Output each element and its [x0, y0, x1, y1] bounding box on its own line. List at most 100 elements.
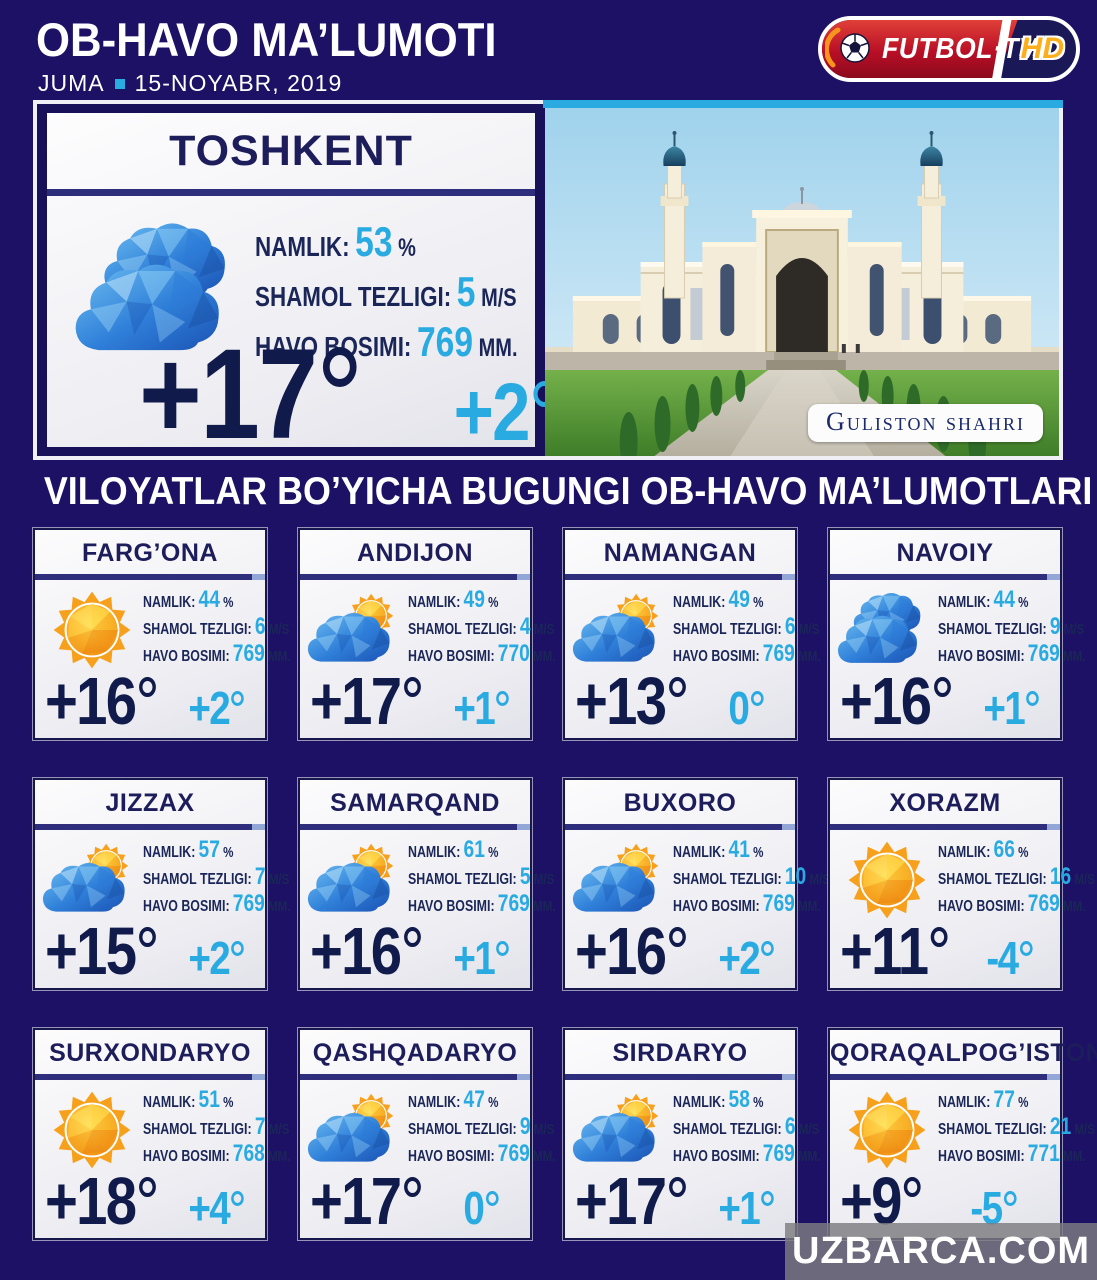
wind-unit: M/S — [268, 1122, 290, 1138]
weather-stats: NAMLIK: 77 % SHAMOL TEZLIGI: 21 M/S HAVO… — [938, 1088, 1097, 1166]
page-title: OB-HAVO MA’LUMOTI — [36, 13, 497, 66]
weather-icon — [835, 840, 939, 920]
humidity-row: NAMLIK: 49 % — [408, 588, 556, 612]
humidity-unit: % — [1018, 845, 1029, 861]
pressure-label: HAVO BOSIMI: — [938, 1148, 1025, 1165]
card-body: NAMLIK: 49 % SHAMOL TEZLIGI: 4 M/S HAVO … — [300, 580, 556, 740]
pressure-row: HAVO BOSIMI: 771 MM. — [938, 1142, 1095, 1166]
pressure-label: HAVO BOSIMI: — [408, 898, 495, 915]
temps: +17 +1 — [575, 1168, 785, 1235]
card-divider — [565, 574, 795, 580]
toshkent-temps: +17 +2 — [47, 323, 555, 467]
weather-stats: NAMLIK: 61 % SHAMOL TEZLIGI: 5 M/S HAVO … — [408, 838, 592, 916]
degree-icon — [930, 927, 948, 948]
degree-icon — [138, 927, 156, 948]
degree-icon — [761, 941, 774, 957]
wind-unit: M/S — [481, 284, 517, 312]
day-temp-value: +17 — [139, 323, 318, 467]
pressure-value: 769 — [497, 1140, 530, 1167]
humidity-value: 49 — [463, 586, 485, 613]
card-body: NAMLIK: 41 % SHAMOL TEZLIGI: 10 M/S HAVO… — [565, 830, 830, 985]
pressure-label: HAVO BOSIMI: — [408, 648, 495, 665]
pressure-row: HAVO BOSIMI: 769 MM. — [673, 1142, 821, 1166]
night-temperature: +2 — [718, 935, 774, 981]
card-divider — [830, 1074, 1060, 1080]
region-card: QORAQALPOG’ISTON NAMLIK: 77 % SHAMOL TEZ… — [828, 1028, 1097, 1240]
degree-icon — [323, 347, 357, 388]
pressure-row: HAVO BOSIMI: 770 MM. — [408, 642, 556, 666]
pressure-unit: MM. — [798, 649, 821, 665]
degree-icon — [668, 1177, 686, 1198]
region-name: ANDIJON — [356, 539, 473, 567]
humidity-row: NAMLIK: 53 % — [255, 221, 518, 263]
day-temperature: +13 — [575, 668, 686, 735]
wind-unit: M/S — [1074, 872, 1095, 888]
wind-unit: M/S — [798, 1122, 820, 1138]
degree-icon — [668, 677, 686, 698]
night-temp-value: +2 — [187, 932, 230, 985]
day-temperature: +17 — [575, 1168, 686, 1235]
watermark: UZBARCA.COM — [785, 1223, 1097, 1280]
region-card: SAMARQAND NAMLIK: 61 % SHAMOL TEZLIGI: 5… — [298, 778, 556, 990]
wind-row: SHAMOL TEZLIGI: 6 M/S — [673, 1115, 821, 1139]
pressure-value: 771 — [1027, 1140, 1060, 1167]
humidity-unit: % — [753, 845, 764, 861]
weather-icon — [305, 590, 409, 670]
weather-stats: NAMLIK: 57 % SHAMOL TEZLIGI: 7 M/S HAVO … — [143, 838, 327, 916]
card-divider — [830, 824, 1060, 830]
pressure-label: HAVO BOSIMI: — [673, 1148, 760, 1165]
wind-label: SHAMOL TEZLIGI: — [938, 871, 1047, 888]
wind-unit: M/S — [533, 1122, 555, 1138]
wind-unit: M/S — [809, 872, 830, 888]
night-temp-wrap: +1 — [972, 685, 1050, 731]
region-card: JIZZAX NAMLIK: 57 % SHAMOL TEZLIGI: 7 M/… — [33, 778, 291, 990]
humidity-row: NAMLIK: 77 % — [938, 1088, 1095, 1112]
wind-value: 4 — [519, 613, 531, 640]
wind-row: SHAMOL TEZLIGI: 10 M/S — [673, 865, 830, 889]
night-temp-wrap: 0 — [442, 1185, 520, 1231]
degree-icon — [1019, 941, 1033, 957]
pressure-label: HAVO BOSIMI: — [673, 648, 760, 665]
wind-row: SHAMOL TEZLIGI: 4 M/S — [408, 615, 556, 639]
wind-unit: M/S — [1063, 622, 1085, 638]
weather-stats: NAMLIK: 44 % SHAMOL TEZLIGI: 9 M/S HAVO … — [938, 588, 1097, 666]
night-temp-wrap: +1 — [707, 1185, 785, 1231]
region-card: QASHQADARYO NAMLIK: 47 % SHAMOL TEZLIGI:… — [298, 1028, 556, 1240]
wind-label: SHAMOL TEZLIGI: — [938, 1121, 1047, 1138]
day-temp-value: +17 — [310, 664, 402, 740]
night-temp-wrap: +2 — [177, 932, 255, 985]
night-temp-wrap: +2 — [707, 935, 785, 981]
wind-value: 6 — [784, 613, 796, 640]
pressure-value: 769 — [1027, 890, 1060, 917]
humidity-label: NAMLIK: — [143, 1094, 196, 1111]
pressure-value: 769 — [762, 640, 795, 667]
card-body: NAMLIK: 61 % SHAMOL TEZLIGI: 5 M/S HAVO … — [300, 830, 556, 985]
weather-stats: NAMLIK: 41 % SHAMOL TEZLIGI: 10 M/S HAVO… — [673, 838, 869, 916]
pressure-unit: MM. — [268, 1149, 291, 1165]
region-name: JIZZAX — [105, 789, 195, 817]
humidity-unit: % — [223, 845, 234, 861]
weather-icon — [570, 1090, 674, 1170]
night-temp-value: 0 — [728, 682, 749, 735]
humidity-value: 44 — [993, 586, 1015, 613]
weather-stats: NAMLIK: 49 % SHAMOL TEZLIGI: 4 M/S HAVO … — [408, 588, 592, 666]
degree-icon — [231, 1191, 244, 1207]
temps: +11 -4 — [840, 918, 1050, 985]
region-card: FARG’ONA NAMLIK: 44 % SHAMOL TEZLIGI: 6 … — [33, 528, 291, 740]
pressure-row: HAVO BOSIMI: 769 MM. — [143, 892, 291, 916]
humidity-unit: % — [488, 845, 499, 861]
pressure-row: HAVO BOSIMI: 769 MM. — [938, 642, 1086, 666]
wind-value: 16 — [1049, 863, 1072, 890]
card-body: NAMLIK: 51 % SHAMOL TEZLIGI: 7 M/S HAVO … — [35, 1080, 291, 1236]
humidity-label: NAMLIK: — [408, 844, 461, 861]
humidity-unit: % — [1018, 595, 1029, 611]
wind-unit: M/S — [533, 872, 555, 888]
region-name: SIRDARYO — [612, 1039, 748, 1067]
wind-label: SHAMOL TEZLIGI: — [143, 1121, 252, 1138]
wind-row: SHAMOL TEZLIGI: 9 M/S — [408, 1115, 556, 1139]
pressure-value: 769 — [497, 890, 530, 917]
wind-unit: M/S — [268, 622, 290, 638]
wind-unit: M/S — [1074, 1122, 1095, 1138]
night-temp-wrap: +1 — [442, 685, 520, 731]
